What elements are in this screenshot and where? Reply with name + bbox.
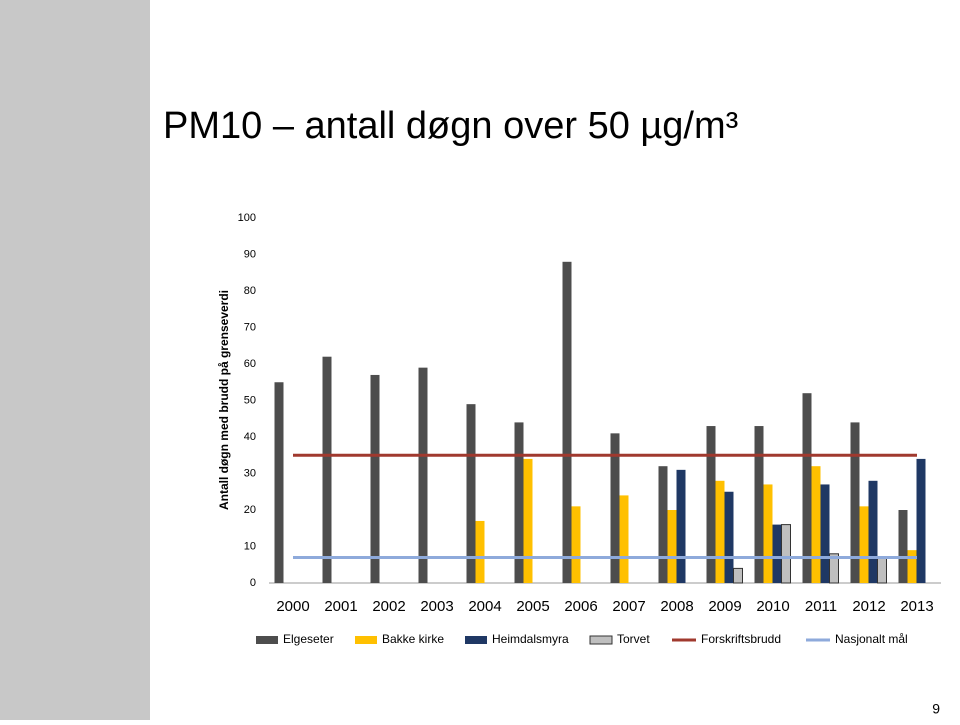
x-tick-label: 2000 (276, 598, 309, 615)
y-tick-label: 80 (244, 285, 256, 297)
bar (781, 524, 791, 584)
x-tick-label: 2001 (324, 598, 357, 615)
y-tick-label: 20 (244, 504, 256, 516)
y-tick-label: 10 (244, 540, 256, 552)
bar (658, 466, 668, 583)
bar (715, 480, 725, 583)
x-tick-label: 2006 (564, 598, 597, 615)
y-axis-label: Antall døgn med brudd på grenseverdi (217, 290, 231, 510)
y-tick-label: 100 (238, 212, 256, 224)
bar (724, 491, 734, 583)
y-tick-label: 30 (244, 467, 256, 479)
bar (820, 484, 830, 583)
bar (475, 520, 485, 583)
bar (370, 374, 380, 583)
y-tick-label: 90 (244, 248, 256, 260)
bar (898, 510, 908, 583)
x-tick-label: 2007 (612, 598, 645, 615)
side-panel (0, 0, 150, 720)
bar (859, 506, 869, 583)
page-number: 9 (932, 701, 940, 717)
bar (523, 458, 533, 583)
legend-label: Bakke kirke (382, 632, 444, 646)
y-tick-label: 70 (244, 321, 256, 333)
legend-swatch (355, 636, 377, 644)
x-tick-label: 2011 (805, 598, 837, 615)
bar (772, 524, 782, 583)
legend-swatch (589, 635, 613, 645)
bar (754, 426, 764, 583)
legend-label: Torvet (617, 632, 650, 646)
bar (418, 367, 428, 583)
y-tick-label: 60 (244, 358, 256, 370)
bar (877, 556, 887, 584)
legend-label: Elgeseter (283, 632, 334, 646)
x-tick-label: 2010 (756, 598, 789, 615)
bar (274, 382, 284, 583)
x-tick-label: 2002 (372, 598, 405, 615)
bar (514, 422, 524, 583)
bar (907, 550, 917, 583)
x-tick-label: 2003 (420, 598, 453, 615)
legend-label: Nasjonalt mål (835, 632, 908, 646)
bar (562, 261, 572, 583)
x-tick-label: 2005 (516, 598, 549, 615)
bar (676, 469, 686, 583)
y-tick-label: 40 (244, 431, 256, 443)
y-tick-label: 50 (244, 394, 256, 406)
bar (706, 426, 716, 583)
bar (322, 356, 332, 583)
bar (850, 422, 860, 583)
bar (811, 466, 821, 583)
bar (802, 393, 812, 583)
bar (829, 553, 839, 584)
legend-label: Forskriftsbrudd (701, 632, 781, 646)
legend-swatch (256, 636, 278, 644)
x-tick-label: 2004 (468, 598, 501, 615)
bar (667, 510, 677, 583)
x-tick-label: 2008 (660, 598, 693, 615)
bar (610, 433, 620, 583)
legend-swatch (465, 636, 487, 644)
legend-label: Heimdalsmyra (492, 632, 569, 646)
bar (868, 480, 878, 583)
bar (916, 458, 926, 583)
bar (571, 506, 581, 583)
bar (619, 495, 629, 583)
x-tick-label: 2012 (852, 598, 885, 615)
x-tick-label: 2009 (708, 598, 741, 615)
bar (763, 484, 773, 583)
bar (733, 567, 743, 584)
chart-title: PM10 – antall døgn over 50 µg/m³ (163, 105, 738, 147)
y-tick-label: 0 (250, 577, 256, 589)
x-tick-label: 2013 (900, 598, 933, 615)
bar (466, 404, 476, 583)
